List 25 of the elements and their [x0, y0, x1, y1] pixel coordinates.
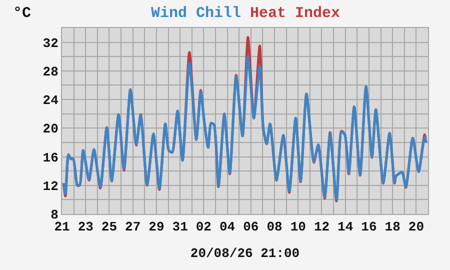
- y-tick-label: 32: [42, 36, 59, 51]
- y-tick-label: 12: [42, 178, 59, 194]
- x-axis-title: 20/08/26 21:00: [190, 246, 300, 262]
- x-tick-label: 04: [219, 220, 236, 235]
- x-tick-label: 10: [290, 220, 306, 235]
- x-tick-label: 12: [314, 220, 330, 235]
- x-tick-label: 16: [361, 220, 377, 235]
- text: Wind Chill: [151, 5, 242, 22]
- x-tick-label: 18: [384, 220, 401, 235]
- x-tick-label: 06: [243, 220, 259, 235]
- series-label: Heat Index: [250, 5, 340, 22]
- x-tick-label: 08: [266, 220, 283, 235]
- x-tick-label: 02: [196, 220, 212, 235]
- y-tick-label: 28: [42, 64, 59, 80]
- y-tick-label: 16: [42, 150, 59, 166]
- y-axis-title: °C: [13, 5, 32, 22]
- x-tick-label: 23: [78, 220, 94, 235]
- y-tick-label: 24: [42, 93, 59, 108]
- x-tick-label: 27: [125, 220, 141, 235]
- x-tick-label: 31: [172, 220, 188, 235]
- x-tick-label: 20: [408, 220, 424, 235]
- x-tick-label: 29: [148, 220, 164, 235]
- y-tick-label: 20: [42, 122, 59, 137]
- x-tick-label: 14: [338, 220, 354, 235]
- x-tick-label: 25: [101, 220, 118, 235]
